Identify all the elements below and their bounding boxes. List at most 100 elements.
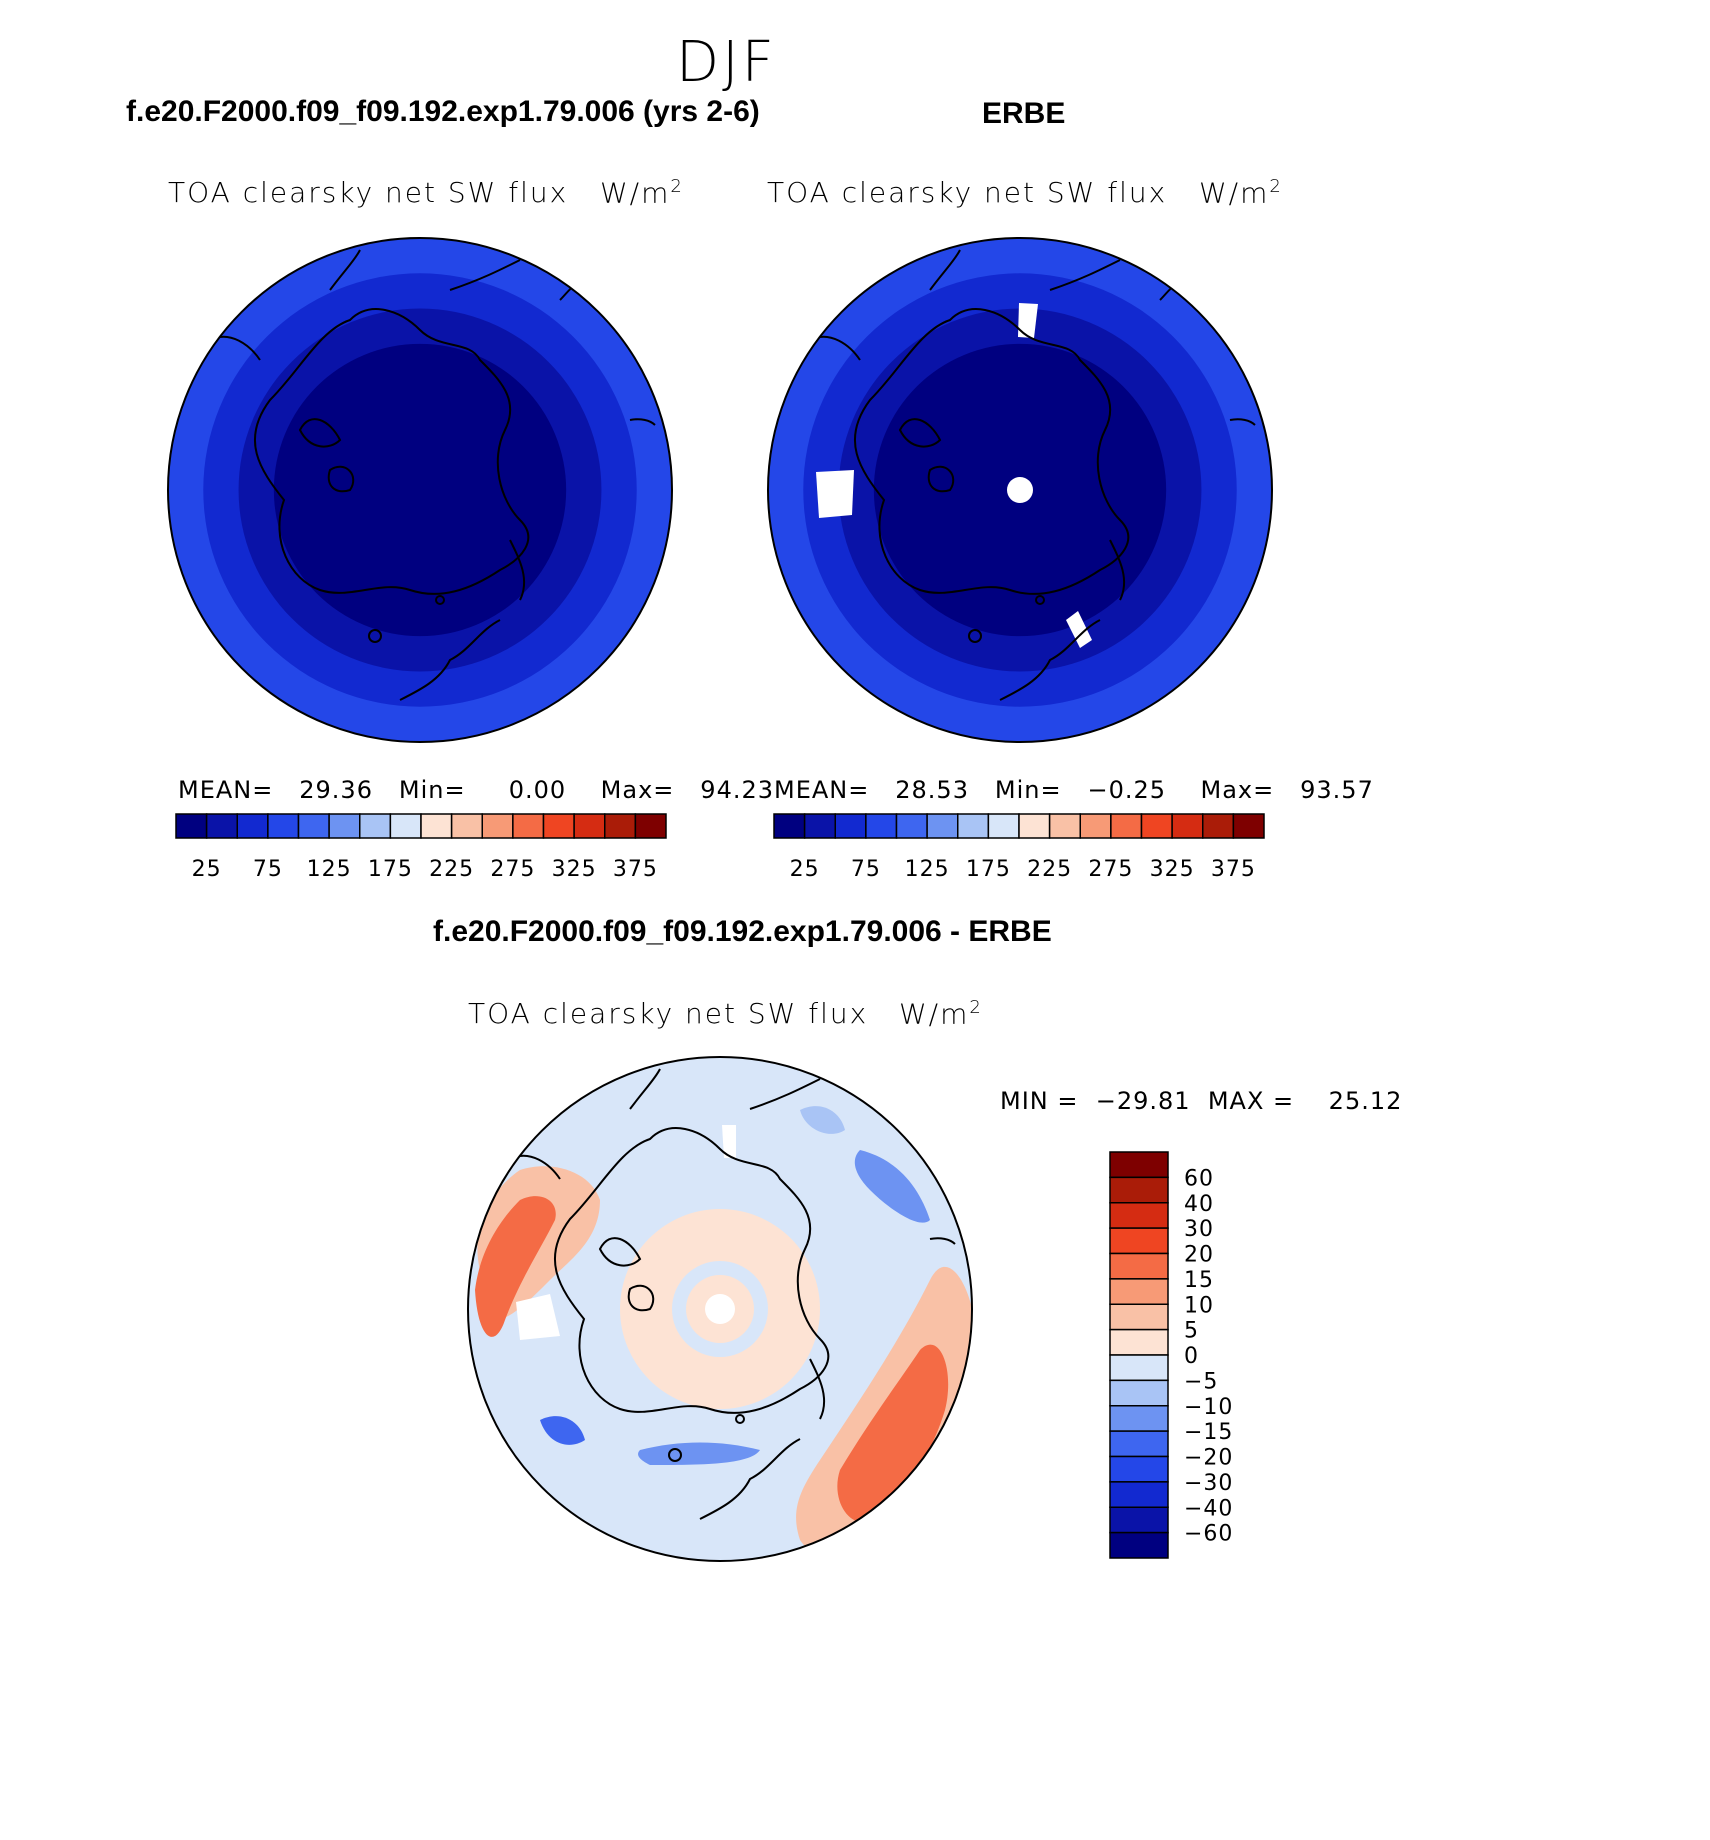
colorbar-tick-label: 25 (192, 857, 222, 882)
colorbar-tick-label: 75 (253, 857, 283, 882)
diff-max: 25.12 (1328, 1087, 1403, 1115)
diff-colorbar-swatch (1109, 1202, 1169, 1229)
colorbar-swatch (865, 813, 898, 839)
map-obs-coastlines (809, 249, 1256, 701)
diff-colorbar-swatch (1109, 1354, 1169, 1382)
map-model-rings (168, 238, 672, 742)
panel2-mean: 28.53 (895, 776, 969, 804)
colorbar-swatch (512, 813, 545, 839)
diff-colorbar-tick-label: 15 (1184, 1268, 1214, 1293)
map-obs-border (767, 237, 1273, 743)
diff-colorbar-swatch (1109, 1176, 1169, 1204)
map-diff-missing-2 (722, 1125, 736, 1158)
panel2-min: −0.25 (1087, 776, 1166, 804)
colorbar-swatch (1232, 813, 1265, 839)
colorbar-tick-label: 225 (1027, 857, 1072, 882)
diff-colorbar-tick-label: −20 (1184, 1446, 1233, 1471)
colorbar-tick-label: 275 (490, 857, 535, 882)
panel2-min-label: Min= (994, 776, 1062, 804)
diff-colorbar-swatch (1109, 1405, 1169, 1432)
diff-colorbar-tick-label: 5 (1184, 1319, 1199, 1344)
colorbar-swatch (634, 813, 667, 839)
season-title: DJF (676, 30, 777, 95)
colorbar-swatch (297, 813, 330, 839)
colorbar-swatch (895, 813, 928, 839)
colorbar-tick-label: 175 (368, 857, 413, 882)
diff-colorbar-tick-label: 60 (1184, 1166, 1214, 1191)
diff-colorbar-tick-label: 20 (1184, 1243, 1214, 1268)
panel1-max-label: Max= (600, 776, 675, 804)
panel1-min-label: Min= (398, 776, 466, 804)
panel1-mean: 29.36 (299, 776, 373, 804)
diff-colorbar-tick-label: 30 (1184, 1217, 1214, 1242)
colorbar-swatch (542, 813, 575, 839)
diff-colorbar-swatch (1109, 1531, 1169, 1559)
map-diff-neg-3 (540, 1416, 585, 1445)
panel2-units: W/m2 (1199, 176, 1283, 210)
colorbar-swatch (389, 813, 422, 839)
map-diff-pole-missing (705, 1294, 735, 1324)
map-diff-neg-4 (800, 1106, 845, 1134)
colorbar-swatch (803, 813, 836, 839)
diff-stats: MIN = −29.81 MAX = 25.12 (1000, 1087, 1402, 1115)
colorbar-obs: 25 75 125 175 225 275 325 375 (773, 813, 1265, 882)
diff-min: −29.81 (1095, 1087, 1191, 1115)
diff-colorbar-swatch (1109, 1328, 1169, 1356)
map-diff-atlantic-strong (837, 1344, 949, 1522)
diff-colorbar-swatch (1109, 1303, 1169, 1331)
colorbar-swatch (1171, 813, 1204, 839)
panel1-max: 94.23 (700, 776, 775, 804)
colorbar-tick-label: 175 (966, 857, 1011, 882)
diff-colorbar-tick-label: −40 (1184, 1496, 1233, 1521)
panel1-mean-label: MEAN= (178, 776, 274, 804)
colorbar-swatch (175, 813, 208, 839)
colorbar-tick-label: 325 (552, 857, 597, 882)
diff-colorbar-swatch (1109, 1481, 1169, 1508)
colorbar-swatch (957, 813, 990, 839)
panel1-min: 0.00 (508, 776, 567, 804)
colorbar-swatch (450, 813, 483, 839)
colorbar-tick-label: 375 (1211, 857, 1256, 882)
colorbar-swatch (1140, 813, 1173, 839)
panel1-units: W/m2 (600, 176, 684, 210)
colorbar-swatch (926, 813, 959, 839)
map-obs-missing-patches (816, 303, 1092, 648)
colorbar-swatch (236, 813, 269, 839)
diff-colorbar-swatch (1109, 1278, 1169, 1305)
diff-colorbar-tick-label: −30 (1184, 1471, 1233, 1496)
diff-units: W/m2 (899, 997, 983, 1031)
colorbar-swatch (1048, 813, 1081, 839)
colorbar-swatch (1018, 813, 1051, 839)
panel2-stats: MEAN= 28.53 Min= −0.25 Max= 93.57 (774, 776, 1374, 804)
panel1-variable: TOA clearsky net SW flux (168, 176, 569, 209)
map-model (168, 238, 672, 742)
colorbar-swatch (987, 813, 1020, 839)
diff-colorbar-swatch (1109, 1252, 1169, 1280)
map-diff-pacific-strong (475, 1196, 556, 1337)
colorbar-swatch (359, 813, 392, 839)
colorbar-swatch (328, 813, 361, 839)
colorbar-tick-label: 25 (790, 857, 820, 882)
colorbar-swatch (1110, 813, 1143, 839)
colorbar-tick-label: 225 (429, 857, 474, 882)
diff-colorbar-tick-label: −5 (1184, 1369, 1218, 1394)
map-obs (768, 238, 1272, 742)
panel2-case-title: ERBE (982, 97, 1066, 130)
diff-colorbar-swatch (1109, 1455, 1169, 1483)
colorbar-swatch (1079, 813, 1112, 839)
diff-colorbar-swatch (1109, 1227, 1169, 1255)
diff-colorbar-tick-label: −60 (1184, 1522, 1233, 1547)
map-diff-neg-1 (854, 1150, 930, 1223)
field-ring-4 (273, 343, 567, 637)
colorbar-swatch (420, 813, 453, 839)
diff-colorbar-tick-label: 10 (1184, 1293, 1214, 1318)
map-diff-border (467, 1056, 973, 1562)
diff-variable: TOA clearsky net SW flux (468, 997, 869, 1030)
map-diff-neg-2 (638, 1442, 760, 1465)
diff-colorbar-swatch (1109, 1151, 1169, 1179)
colorbar-tick-label: 275 (1088, 857, 1133, 882)
colorbar-swatch (834, 813, 867, 839)
diff-max-label: MAX = (1207, 1087, 1295, 1115)
colorbar-swatch (1202, 813, 1235, 839)
